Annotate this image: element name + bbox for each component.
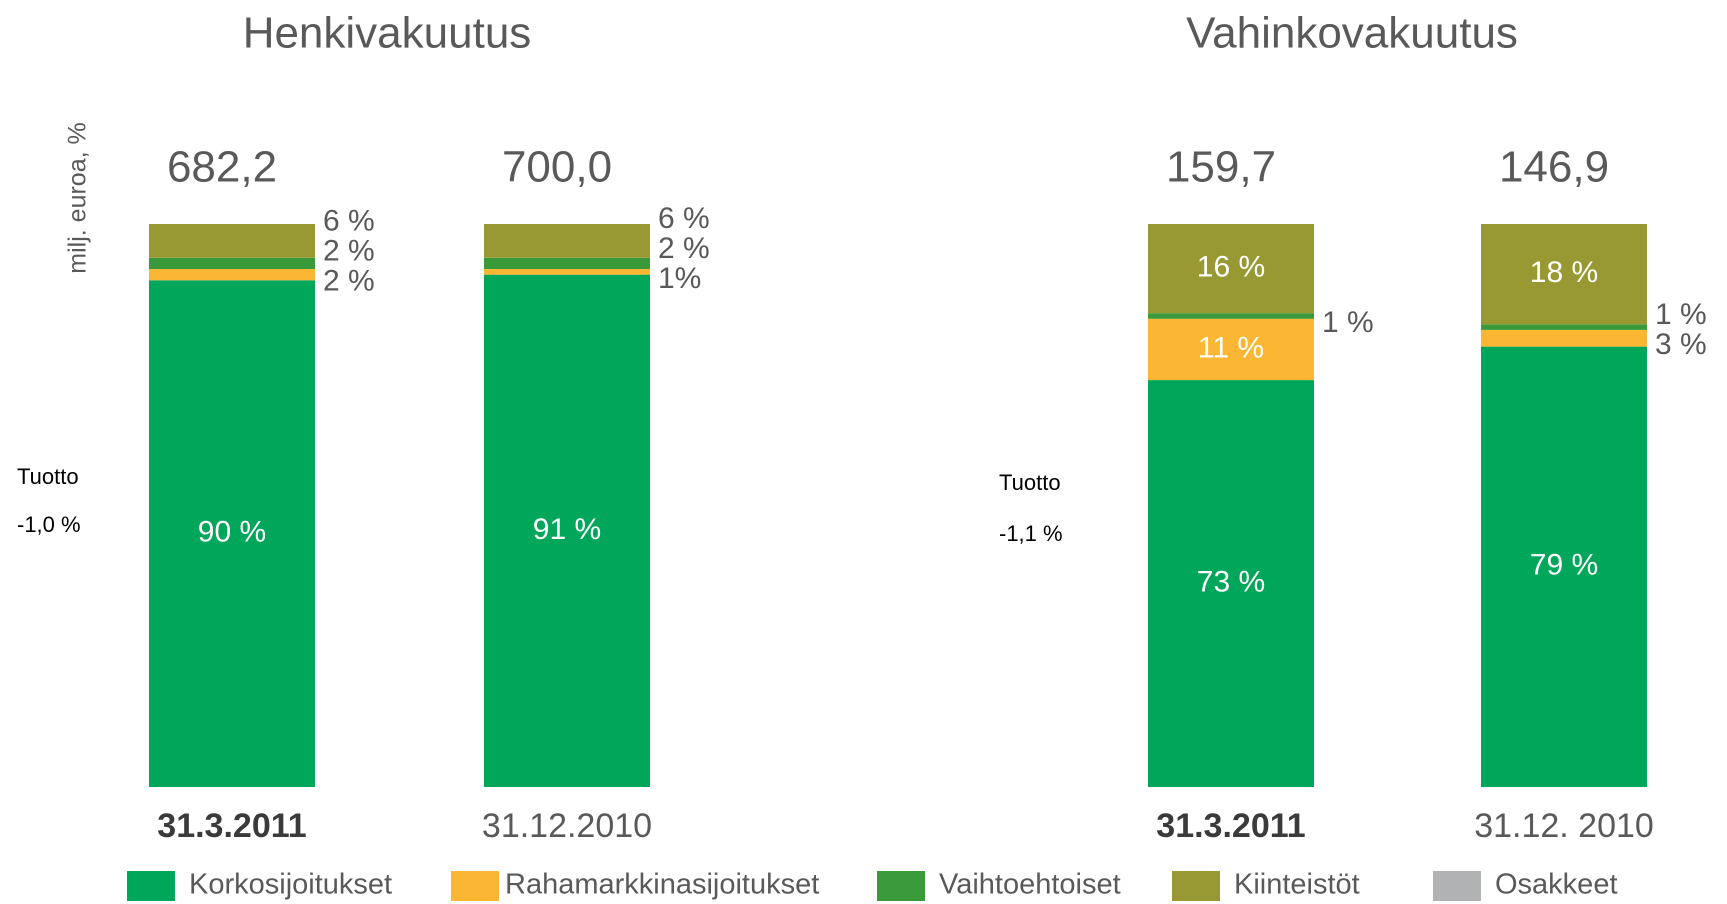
data-label: 3 % xyxy=(1655,328,1707,361)
bar-segment xyxy=(1148,313,1314,319)
legend-swatch xyxy=(877,871,925,901)
x-tick-label: 31.3.2011 xyxy=(1156,807,1305,845)
annotation: Tuotto xyxy=(17,464,79,489)
y-axis-label: milj. euroa, % xyxy=(64,122,92,273)
annotation: Tuotto xyxy=(999,470,1061,495)
total-label: 700,0 xyxy=(502,143,612,192)
bar-segment xyxy=(484,257,650,270)
data-label: 79 % xyxy=(1530,549,1598,582)
data-label: 91 % xyxy=(533,513,601,546)
chart-title: Vahinkovakuutus xyxy=(1186,9,1518,58)
data-label: 2 % xyxy=(658,232,710,265)
bar-segment xyxy=(149,257,315,270)
bar-segment xyxy=(1148,318,1314,381)
data-label: 6 % xyxy=(658,202,710,235)
bar-segment xyxy=(484,274,650,787)
data-label: 18 % xyxy=(1530,256,1598,289)
x-tick-label: 31.12.2010 xyxy=(482,807,652,845)
data-label: 2 % xyxy=(323,235,375,268)
total-label: 146,9 xyxy=(1499,143,1609,192)
total-label: 159,7 xyxy=(1166,143,1276,192)
bar-segment xyxy=(149,280,315,787)
data-label: 1% xyxy=(658,262,701,295)
legend-label: Rahamarkkinasijoitukset xyxy=(505,869,819,901)
legend-swatch xyxy=(1172,871,1220,901)
legend-swatch xyxy=(127,871,175,901)
total-label: 682,2 xyxy=(167,143,277,192)
x-tick-label: 31.12. 2010 xyxy=(1474,807,1654,845)
x-tick-label: 31.3.2011 xyxy=(157,807,306,845)
data-label: 11 % xyxy=(1198,331,1264,364)
annotation: -1,1 % xyxy=(999,521,1063,546)
legend-swatch xyxy=(1433,871,1481,901)
legend-label: Osakkeet xyxy=(1495,869,1618,901)
legend-label: Korkosijoitukset xyxy=(189,869,392,901)
bar-segment xyxy=(484,224,650,258)
bar-segment xyxy=(1148,224,1314,314)
data-label: 73 % xyxy=(1197,565,1265,598)
bar-segment xyxy=(1481,346,1647,787)
legend-label: Vaihtoehtoiset xyxy=(939,869,1121,901)
data-label: 1 % xyxy=(1322,306,1374,339)
bar-segment xyxy=(1481,224,1647,325)
legend-label: Kiinteistöt xyxy=(1234,869,1360,901)
data-label: 16 % xyxy=(1197,251,1265,284)
bar-segment xyxy=(1481,329,1647,347)
data-label: 1 % xyxy=(1655,298,1707,331)
bar-segment xyxy=(149,224,315,258)
bar-segment xyxy=(1481,324,1647,330)
legend-swatch xyxy=(451,871,499,901)
bar-segment xyxy=(149,269,315,281)
bar-segment xyxy=(484,269,650,275)
bar-segment xyxy=(1148,380,1314,787)
data-label: 2 % xyxy=(323,265,375,298)
chart-title: Henkivakuutus xyxy=(243,9,532,58)
annotation: -1,0 % xyxy=(17,512,81,537)
data-label: 90 % xyxy=(198,516,266,549)
data-label: 6 % xyxy=(323,205,375,238)
